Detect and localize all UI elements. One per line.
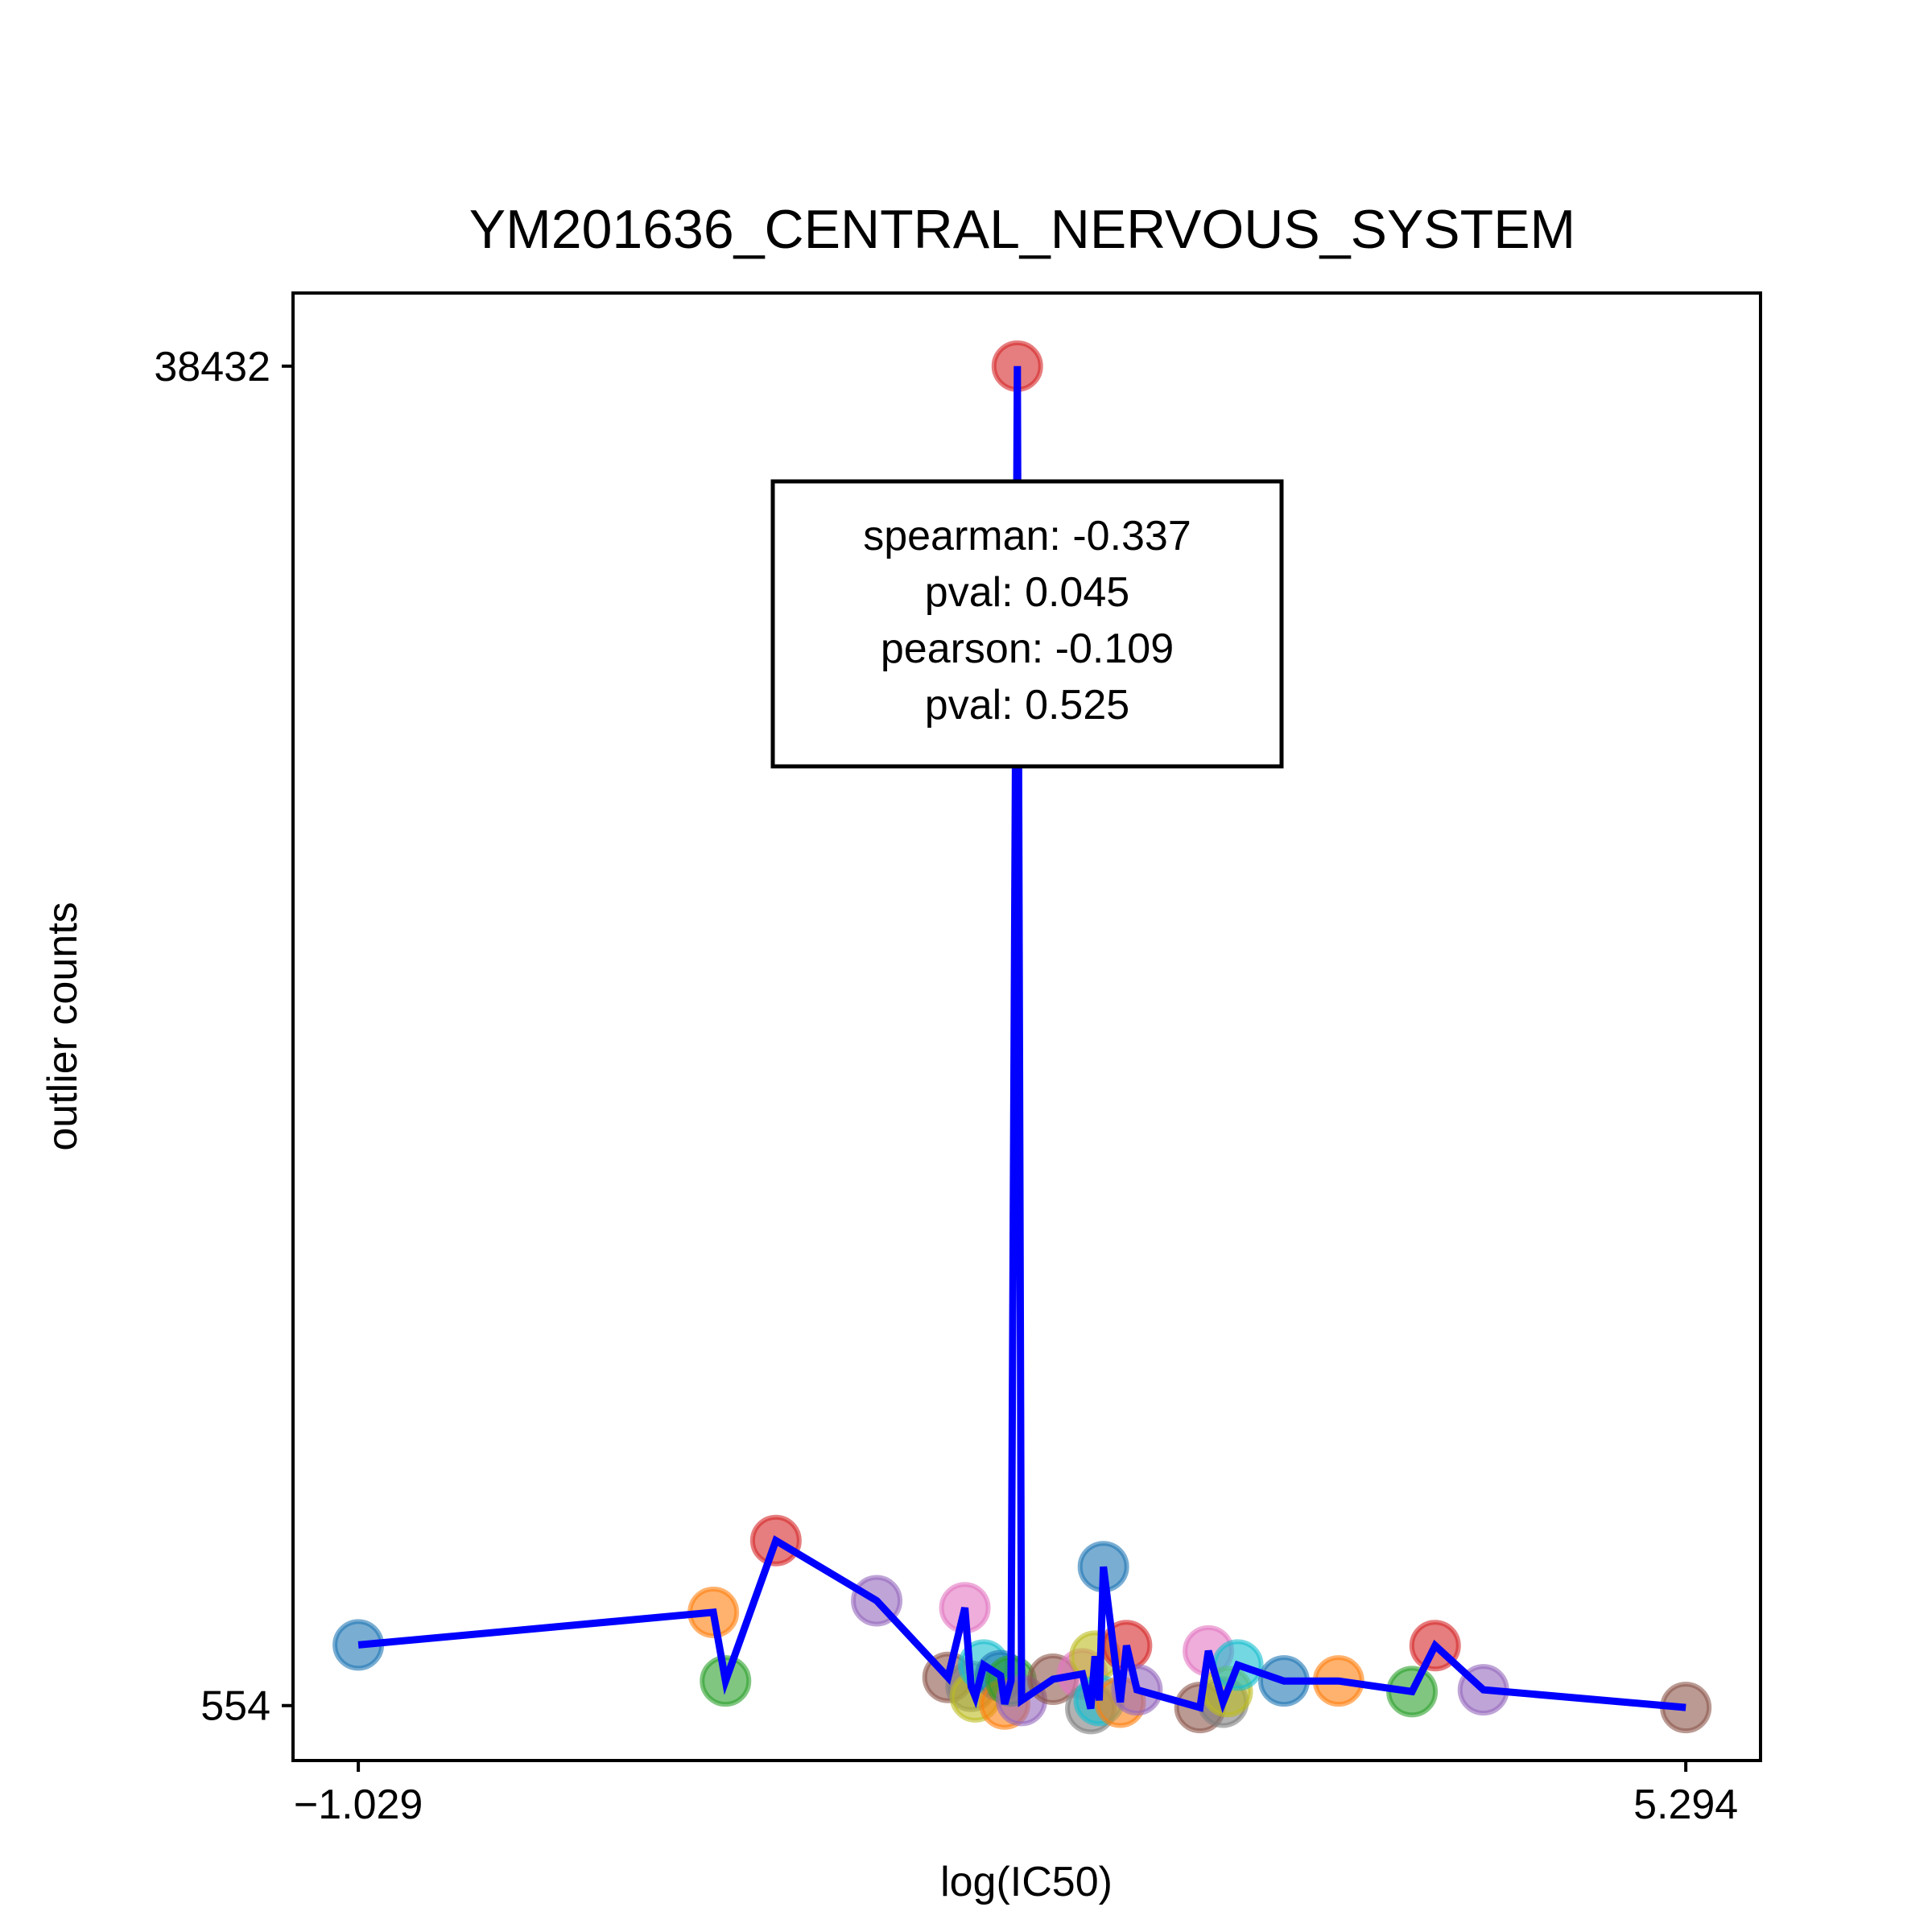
- plot-frame: [291, 291, 1762, 1762]
- x-ticks: −1.029 5.294: [294, 1761, 1738, 1828]
- stats-annotation: spearman: -0.337 pval: 0.045 pearson: -0…: [770, 479, 1284, 769]
- x-axis-label: log(IC50): [940, 1859, 1113, 1905]
- stats-line-spearman-pval: pval: 0.045: [925, 569, 1129, 616]
- x-tick-label: −1.029: [294, 1781, 423, 1828]
- stats-box: [770, 479, 1284, 769]
- y-tick-label: 38432: [154, 344, 270, 390]
- stats-line-spearman: spearman: -0.337: [863, 513, 1191, 559]
- chart-title: YM201636_CENTRAL_NERVOUS_SYSTEM: [469, 199, 1575, 260]
- stats-line-pearson: pearson: -0.109: [881, 625, 1174, 672]
- y-tick-label: 554: [200, 1683, 270, 1730]
- series-line: [357, 365, 1686, 1714]
- y-axis-label: outlier counts: [39, 902, 86, 1150]
- x-tick-label: 5.294: [1633, 1781, 1738, 1828]
- y-ticks: 38432 554: [154, 344, 293, 1730]
- stats-line-pearson-pval: pval: 0.525: [925, 682, 1129, 729]
